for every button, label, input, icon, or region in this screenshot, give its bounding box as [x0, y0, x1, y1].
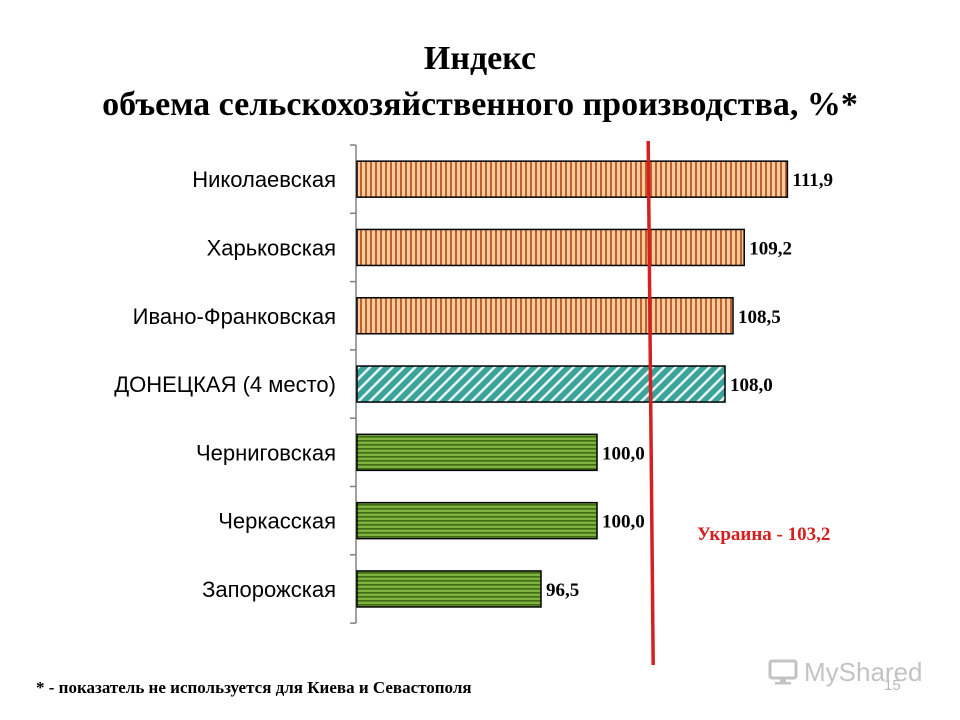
reference-line: [646, 140, 655, 666]
footnote: * - показатель не используется для Киева…: [36, 678, 472, 697]
bar: [356, 501, 598, 540]
value-label: 108,0: [730, 375, 773, 396]
bar: [356, 228, 745, 267]
bar: [356, 160, 789, 198]
category-label: Николаевская: [192, 167, 336, 192]
watermark: MyShared: [768, 656, 923, 688]
bar: [356, 365, 726, 403]
value-label: 100,0: [602, 512, 645, 533]
category-label: Ивано-Франковская: [133, 304, 336, 329]
value-label: 100,0: [602, 443, 645, 464]
reference-label: Украина - 103,2: [697, 524, 830, 545]
chart-subtitle: объема сельскохозяйственного производств…: [102, 86, 858, 123]
page-number: 15: [884, 677, 901, 694]
category-label: ДОНЕЦКАЯ (4 место): [114, 372, 336, 397]
value-label: 96,5: [546, 580, 579, 601]
bar: [356, 433, 598, 472]
category-label: Черкасская: [218, 509, 336, 534]
bar: [356, 297, 734, 335]
category-label: Запорожская: [202, 577, 336, 602]
value-label: 111,9: [792, 170, 833, 191]
projector-icon: [768, 659, 798, 685]
chart-title: Индекс: [423, 40, 537, 77]
category-label: Харьковская: [207, 235, 336, 260]
bar: [356, 570, 542, 608]
value-label: 109,2: [749, 238, 792, 259]
category-label: Черниговская: [196, 440, 336, 465]
watermark-text: MyShared: [804, 656, 923, 687]
value-label: 108,5: [738, 307, 781, 328]
